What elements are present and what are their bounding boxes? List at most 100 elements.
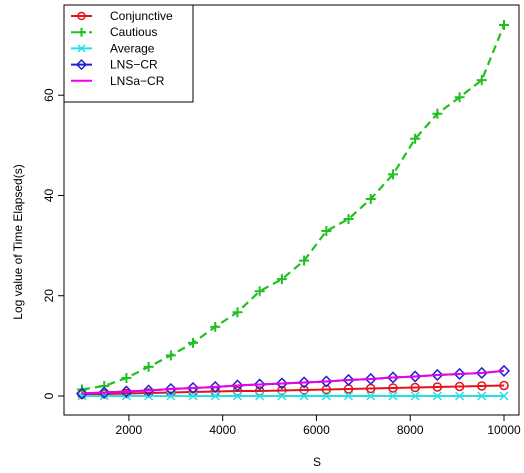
series-1-point bbox=[277, 385, 287, 396]
series-1-point bbox=[454, 381, 465, 392]
series-2-point-shape bbox=[165, 350, 176, 361]
series-4-point-shape bbox=[475, 366, 488, 379]
series-4-point-shape bbox=[298, 376, 311, 389]
axes: 2000 4000 6000 8000 10000 0 20 40 60 bbox=[42, 88, 521, 437]
legend-item: Cautious bbox=[71, 25, 157, 39]
series-2-point-shape bbox=[410, 133, 421, 144]
series-3-point bbox=[410, 391, 420, 401]
series-4-point-shape bbox=[453, 367, 466, 381]
series-3-point-shape bbox=[277, 391, 287, 401]
series-3-point bbox=[166, 391, 176, 401]
x-tick-label: 6000 bbox=[303, 423, 330, 437]
series-3-point-shape bbox=[388, 391, 398, 401]
y-tick-label: 40 bbox=[42, 188, 56, 202]
legend-label: Average bbox=[110, 41, 155, 55]
series-3-point-shape bbox=[232, 391, 243, 401]
series-4-point-shape bbox=[364, 372, 377, 386]
series-4-point bbox=[142, 384, 155, 397]
legend-label: Cautious bbox=[110, 25, 157, 39]
series-2-point-shape bbox=[321, 226, 332, 237]
series-3-point-shape bbox=[432, 391, 442, 401]
series-2-point bbox=[299, 255, 310, 266]
series-4-point bbox=[320, 375, 333, 388]
series-4-point bbox=[231, 379, 244, 392]
series-3-point bbox=[299, 391, 309, 401]
series-1-point-shape bbox=[499, 380, 509, 391]
legend: Conjunctive Cautious Average LNS−CR LNSa−CR bbox=[63, 4, 194, 103]
series-1-point bbox=[299, 385, 309, 395]
series-2-point bbox=[143, 361, 154, 372]
series-4-point-shape bbox=[75, 387, 89, 400]
series-4-point bbox=[431, 368, 444, 382]
series-4-point bbox=[186, 381, 200, 395]
series-4-point-shape bbox=[231, 379, 244, 392]
series-3-point-shape bbox=[455, 391, 465, 401]
series-1-point bbox=[410, 382, 420, 393]
series-2-point-shape bbox=[299, 255, 310, 266]
series-3-point bbox=[455, 391, 465, 401]
series-4-point bbox=[453, 367, 466, 381]
series-2-point-shape bbox=[143, 361, 154, 372]
series-3-point bbox=[277, 391, 287, 401]
series-2-point-shape bbox=[276, 274, 287, 285]
series-4-point bbox=[342, 373, 355, 387]
series-2-point-shape bbox=[343, 214, 354, 225]
series-3-point-shape bbox=[366, 391, 376, 401]
series-2-point bbox=[99, 380, 110, 391]
series-3-point bbox=[188, 391, 198, 401]
legend-label: LNSa−CR bbox=[110, 74, 165, 88]
series-2-line bbox=[81, 24, 506, 391]
series-2-point-shape bbox=[499, 20, 509, 30]
legend-box bbox=[63, 4, 194, 103]
y-tick-label: 20 bbox=[42, 289, 56, 303]
series-3-point-shape bbox=[477, 391, 487, 401]
series-2 bbox=[77, 20, 509, 395]
series-4-point-shape bbox=[431, 368, 444, 382]
series-4-point bbox=[120, 385, 133, 398]
series-4-point bbox=[298, 376, 311, 389]
series-4-point-shape bbox=[209, 380, 222, 394]
series-4-point bbox=[253, 378, 266, 391]
legend-swatch-marker bbox=[75, 59, 88, 71]
series-2-point bbox=[276, 274, 287, 285]
series-1-point bbox=[477, 381, 487, 391]
legend-swatch-marker bbox=[77, 44, 86, 53]
series-1-point-shape bbox=[477, 381, 487, 391]
series-4-point-shape bbox=[342, 373, 355, 387]
series-2-point bbox=[387, 169, 398, 180]
series-2-point bbox=[499, 20, 509, 30]
series-4-point bbox=[409, 370, 422, 383]
series-3-point bbox=[210, 391, 220, 401]
series-4-point bbox=[209, 380, 222, 394]
series-5-line bbox=[81, 369, 505, 395]
y-tick-label: 0 bbox=[42, 392, 56, 399]
series-3-point-shape bbox=[499, 391, 509, 401]
legend-swatch-marker-shape bbox=[75, 59, 88, 71]
series-2-point bbox=[454, 92, 465, 103]
series-3-point-shape bbox=[166, 391, 176, 401]
series-4-point-shape bbox=[275, 377, 288, 390]
plot-frame bbox=[63, 4, 520, 416]
legend-item: Conjunctive bbox=[71, 9, 173, 23]
series-layer bbox=[75, 20, 511, 401]
legend-item: LNS−CR bbox=[71, 58, 158, 72]
legend-swatch-marker-shape bbox=[77, 27, 86, 37]
series-4-point-shape bbox=[120, 385, 133, 398]
legend-item: Average bbox=[71, 41, 155, 55]
series-1-point-shape bbox=[299, 385, 309, 395]
series-3-point bbox=[366, 391, 376, 401]
x-tick-label: 4000 bbox=[209, 423, 236, 437]
series-1-point-shape bbox=[277, 385, 287, 396]
x-tick-label: 2000 bbox=[116, 423, 143, 437]
series-3-point bbox=[499, 391, 509, 401]
series-4-point-shape bbox=[186, 381, 200, 395]
series-4-point bbox=[475, 366, 488, 379]
legend-swatch-marker bbox=[77, 11, 86, 21]
series-3-point-shape bbox=[410, 391, 420, 401]
y-axis-title: Log value of Time Elapsed(s) bbox=[11, 164, 25, 319]
series-4-point bbox=[275, 377, 288, 390]
series-4-point bbox=[386, 371, 400, 384]
series-2-point-shape bbox=[188, 337, 199, 348]
